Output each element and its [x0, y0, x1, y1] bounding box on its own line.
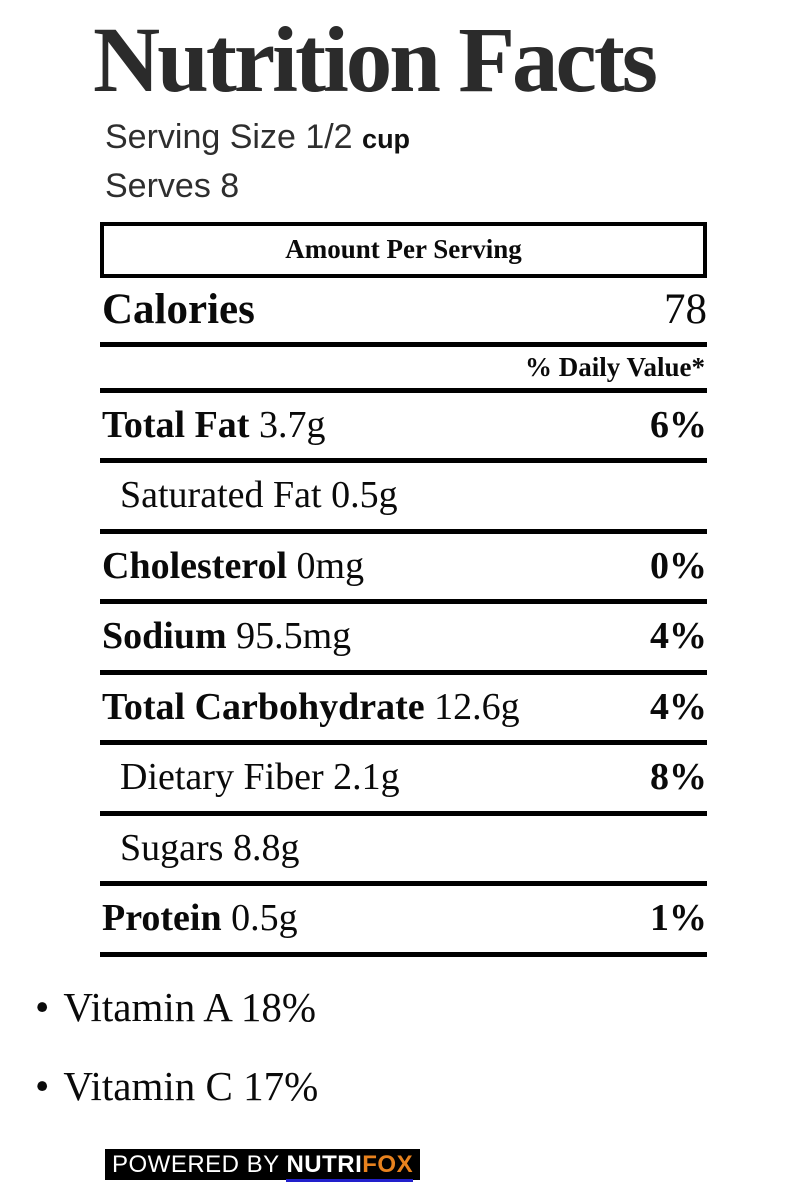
serving-info: Serving Size 1/2 cup Serves 8 — [105, 113, 812, 212]
powered-by-text: POWERED BY — [112, 1150, 287, 1178]
nutrient-name-amount: Saturated Fat 0.5g — [120, 474, 398, 517]
nutrition-facts-table: Amount Per Serving Calories 78 % Daily V… — [100, 221, 707, 957]
brand-nutri-text: NUTRI — [286, 1150, 363, 1178]
table-row-total-fat: Total Fat 3.7g 6% — [100, 393, 707, 464]
nutrient-dv: 1% — [650, 897, 707, 940]
nutrient-dv: 4% — [650, 615, 707, 658]
nutrient-name-amount: Sugars 8.8g — [120, 826, 300, 869]
bullet-icon: • — [35, 983, 50, 1030]
vitamin-a-label: Vitamin A 18% — [63, 983, 317, 1030]
table-row-saturated-fat: Saturated Fat 0.5g — [100, 463, 707, 534]
nutrifox-link[interactable]: NUTRIFOX — [286, 1150, 414, 1182]
nutrient-dv: 8% — [650, 756, 707, 799]
serving-size-line: Serving Size 1/2 cup — [105, 113, 812, 162]
nutrient-dv: 0% — [650, 544, 707, 587]
brand-fox-text: FOX — [362, 1150, 414, 1178]
list-item-vitamin-c: • Vitamin C 17% — [35, 1062, 812, 1109]
calories-label: Calories — [102, 285, 255, 333]
nutrient-name-amount: Protein 0.5g — [102, 897, 298, 940]
nutrient-dv: 6% — [650, 403, 707, 446]
table-row-dietary-fiber: Dietary Fiber 2.1g 8% — [100, 745, 707, 816]
calories-value: 78 — [664, 285, 707, 333]
vitamin-c-label: Vitamin C 17% — [63, 1062, 319, 1109]
nutrient-name-amount: Total Fat 3.7g — [102, 403, 326, 446]
nutrient-name-amount: Total Carbohydrate 12.6g — [102, 685, 520, 728]
table-row-total-carbohydrate: Total Carbohydrate 12.6g 4% — [100, 675, 707, 746]
calories-row: Calories 78 — [100, 278, 707, 347]
table-row-sodium: Sodium 95.5mg 4% — [100, 604, 707, 675]
table-row-sugars: Sugars 8.8g — [100, 816, 707, 887]
serving-unit-text: cup — [362, 124, 411, 154]
nutrition-label-page: Nutrition Facts Serving Size 1/2 cup Ser… — [0, 14, 812, 1194]
nutrient-name-amount: Sodium 95.5mg — [102, 615, 352, 658]
nutrient-name-amount: Cholesterol 0mg — [102, 544, 365, 587]
daily-value-header: % Daily Value* — [100, 347, 707, 393]
vitamins-list: • Vitamin A 18% • Vitamin C 17% — [35, 983, 812, 1109]
table-row-cholesterol: Cholesterol 0mg 0% — [100, 534, 707, 605]
serves-line: Serves 8 — [105, 167, 240, 206]
serving-size-text: Serving Size 1/2 — [105, 118, 353, 156]
nutrient-dv: 4% — [650, 685, 707, 728]
table-row-protein: Protein 0.5g 1% — [100, 886, 707, 957]
powered-by-nutrifox-badge: POWERED BY NUTRIFOX — [105, 1148, 421, 1182]
bullet-icon: • — [35, 1062, 50, 1109]
amount-per-serving-header: Amount Per Serving — [100, 221, 707, 278]
nutrient-name-amount: Dietary Fiber 2.1g — [120, 756, 400, 799]
page-title: Nutrition Facts — [93, 9, 658, 112]
list-item-vitamin-a: • Vitamin A 18% — [35, 983, 812, 1030]
